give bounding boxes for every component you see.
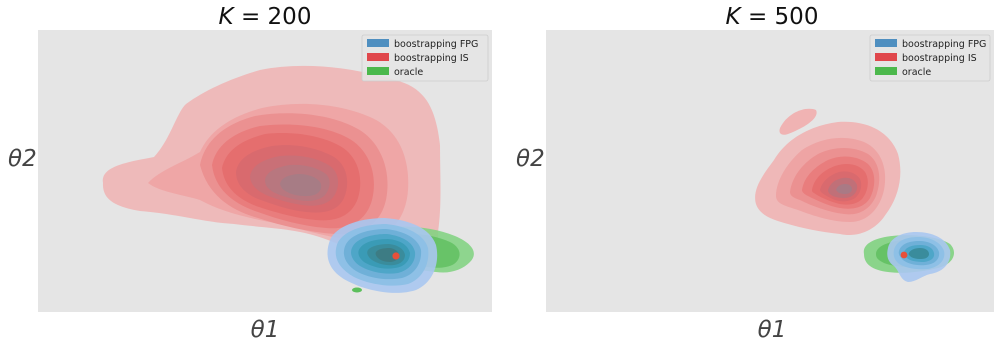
legend: boostrapping FPG boostrapping IS oracle [869, 34, 991, 82]
x-axis-label: θ1 [251, 317, 280, 343]
legend-label-oracle: oracle [394, 67, 423, 78]
true-parameter-marker [392, 252, 400, 260]
legend-label-oracle: oracle [902, 67, 931, 78]
legend-label-fpg: boostrapping FPG [902, 39, 986, 50]
chart-panel-k500: K = 500 [498, 0, 995, 345]
legend-swatch-fpg [367, 39, 389, 47]
legend-swatch-oracle [875, 67, 897, 75]
true-parameter-marker [900, 251, 908, 259]
legend-label-fpg: boostrapping FPG [394, 39, 478, 50]
chart-title: K = 500 [726, 4, 819, 30]
y-axis-label: θ2 [516, 146, 545, 172]
legend-label-is: boostrapping IS [902, 53, 977, 64]
chart-svg: K = 500 [516, 4, 994, 343]
is-density-contours [755, 108, 901, 236]
chart-panel-k200: K = 200 [0, 0, 497, 345]
legend-box [869, 34, 991, 82]
legend: boostrapping FPG boostrapping IS oracle [361, 34, 489, 82]
legend-swatch-fpg [875, 39, 897, 47]
legend-swatch-is [875, 53, 897, 61]
chart-title: K = 200 [219, 4, 312, 30]
x-axis-label: θ1 [758, 317, 787, 343]
legend-swatch-oracle [367, 67, 389, 75]
is-density-contours [102, 65, 441, 266]
legend-box [361, 34, 489, 82]
legend-swatch-is [367, 53, 389, 61]
fpg-density-contours [887, 232, 951, 282]
chart-svg: K = 200 [8, 4, 492, 343]
fpg-density-contours [327, 218, 438, 293]
y-axis-label: θ2 [8, 146, 37, 172]
legend-label-is: boostrapping IS [394, 53, 469, 64]
